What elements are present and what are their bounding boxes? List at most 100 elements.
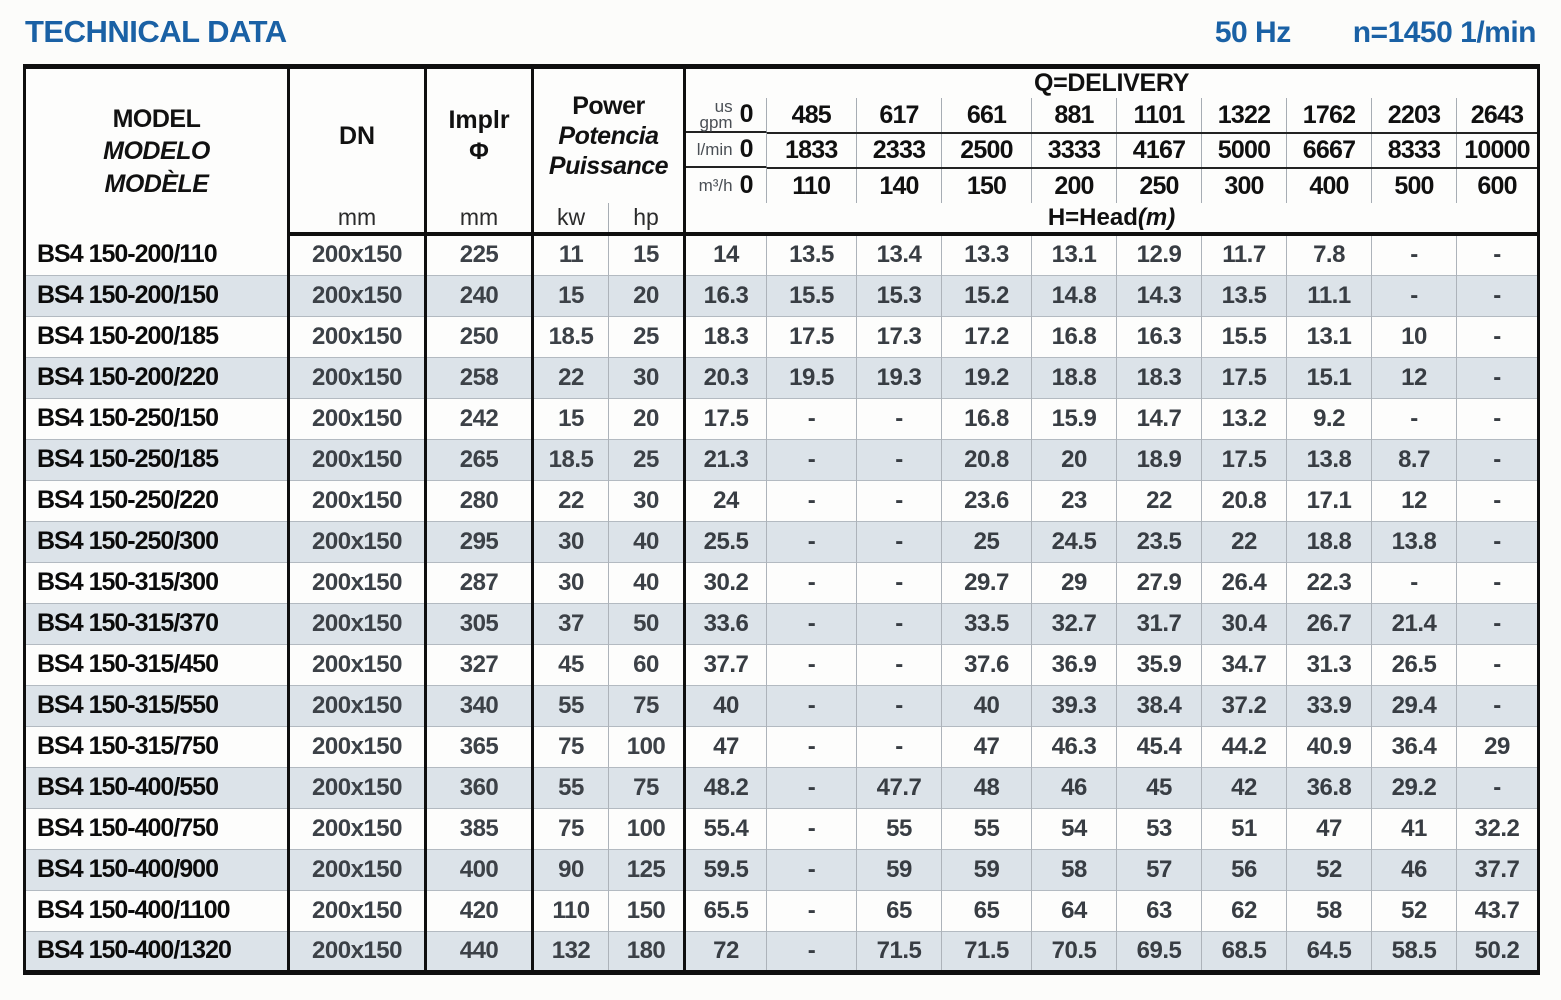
power-kw-cell: 55 <box>532 684 609 726</box>
head-value-cell: - <box>1456 766 1539 808</box>
head-value-cell: - <box>1456 684 1539 726</box>
head-value-cell: - <box>856 397 942 439</box>
head-value-cell: 47 <box>941 725 1032 767</box>
impeller-cell: 440 <box>425 930 534 972</box>
page-title: TECHNICAL DATA <box>25 14 287 49</box>
delivery-header-value: 2333 <box>856 133 942 169</box>
head-value-cell: - <box>856 602 942 644</box>
table-row: BS4 150-200/220 200x150 258 22 30 20.3 19.5 19.… <box>24 356 1539 398</box>
head-value-cell: 65 <box>941 889 1032 931</box>
power-hp-cell: 25 <box>608 438 686 480</box>
head-unit-label: (m) <box>1137 203 1176 231</box>
delivery-header-value: 0 <box>739 100 754 128</box>
head-value-cell: 24 <box>684 479 767 521</box>
head-value-cell: 15.2 <box>941 274 1032 316</box>
table-row: BS4 150-315/300 200x150 287 30 40 30.2- -29.7 2… <box>24 561 1539 603</box>
power-hp-cell: 40 <box>608 520 686 562</box>
head-value-cell: - <box>1456 602 1539 644</box>
head-value-cell: 39.3 <box>1031 684 1117 726</box>
head-value-cell: - <box>1456 479 1539 521</box>
head-value-cell: 31.3 <box>1286 643 1372 685</box>
dn-cell: 200x150 <box>288 561 427 603</box>
power-hp-unit-label: hp <box>608 203 686 236</box>
head-value-cell: 12 <box>1371 479 1457 521</box>
head-value-cell: 17.5 <box>766 315 857 357</box>
head-value-cell: 52 <box>1286 848 1372 890</box>
head-value-cell: 29.4 <box>1371 684 1457 726</box>
power-hp-cell: 100 <box>608 725 686 767</box>
head-value-cell: 26.4 <box>1201 561 1287 603</box>
head-value-cell: 14.8 <box>1031 274 1117 316</box>
head-value-cell: 37.6 <box>941 643 1032 685</box>
head-value-cell: - <box>1371 561 1457 603</box>
delivery-unit-label: m³/h <box>698 175 733 195</box>
table-row: BS4 150-400/550 200x150 360 55 75 48.2-47.7 48… <box>24 766 1539 808</box>
model-cell: BS4 150-250/185 <box>24 438 290 480</box>
head-value-cell: - <box>766 807 857 849</box>
head-value-cell: 54 <box>1031 807 1117 849</box>
dn-cell: 200x150 <box>288 930 427 972</box>
table-row: BS4 150-400/750 200x150 385 75 100 55.4-55 55 5… <box>24 807 1539 849</box>
dn-cell: 200x150 <box>288 848 427 890</box>
dn-cell: 200x150 <box>288 807 427 849</box>
table-body: BS4 150-200/110 200x150 225 11 15 14 13.5 13.4 1… <box>24 234 1539 972</box>
head-value-cell: 16.8 <box>941 397 1032 439</box>
head-value-cell: 27.9 <box>1116 561 1202 603</box>
head-value-cell: 63 <box>1116 889 1202 931</box>
technical-data-table: MODEL MODELO MODÈLE DN Implr Φ Power Pot… <box>23 64 1541 975</box>
head-value-cell: 12.9 <box>1116 234 1202 275</box>
head-value-cell: 13.8 <box>1371 520 1457 562</box>
table-row: BS4 150-250/220 200x150 280 22 30 24- -23.6 23 2… <box>24 479 1539 521</box>
delivery-header-value: 2643 <box>1456 98 1539 134</box>
head-value-cell: - <box>766 848 857 890</box>
impeller-unit-label: mm <box>425 203 534 236</box>
impeller-cell: 295 <box>425 520 534 562</box>
head-value-cell: 20.8 <box>1201 479 1287 521</box>
head-value-cell: 17.1 <box>1286 479 1372 521</box>
table-row: BS4 150-315/750 200x150 365 75 100 47- -47 46.3… <box>24 725 1539 767</box>
head-value-cell: 10 <box>1371 315 1457 357</box>
table-row: BS4 150-315/370 200x150 305 37 50 33.6- -33.5 3… <box>24 602 1539 644</box>
delivery-header-value: 2203 <box>1371 98 1457 134</box>
model-label-es: MODELO <box>103 137 210 166</box>
power-label-en: Power <box>572 92 645 120</box>
delivery-m3h-row: m³/h 0 110 140 150 200 250 300 400 500 600 <box>25 168 1539 203</box>
head-value-cell: 30.4 <box>1201 602 1287 644</box>
head-value-cell: - <box>856 479 942 521</box>
head-value-cell: 29.7 <box>941 561 1032 603</box>
delivery-header-value: 0 <box>739 171 754 199</box>
dn-cell: 200x150 <box>288 725 427 767</box>
head-value-cell: 37.7 <box>1456 848 1539 890</box>
title-bar: TECHNICAL DATA 50 Hz n=1450 1/min <box>25 14 1537 50</box>
head-value-cell: 7.8 <box>1286 234 1372 275</box>
delivery-header-value: 140 <box>856 168 942 203</box>
head-value-cell: 19.5 <box>766 356 857 398</box>
head-value-cell: 71.5 <box>856 930 942 972</box>
head-value-cell: 25.5 <box>684 520 767 562</box>
head-value-cell: 45 <box>1116 766 1202 808</box>
delivery-unit-label: us gpm <box>699 96 733 132</box>
power-kw-cell: 30 <box>532 561 609 603</box>
head-value-cell: 71.5 <box>941 930 1032 972</box>
delivery-header-value: 250 <box>1116 168 1202 203</box>
head-value-cell: 58 <box>1286 889 1372 931</box>
head-value-cell: 12 <box>1371 356 1457 398</box>
dn-cell: 200x150 <box>288 602 427 644</box>
head-value-cell: 18.8 <box>1286 520 1372 562</box>
head-value-cell: 35.9 <box>1116 643 1202 685</box>
head-value-cell: 50.2 <box>1456 930 1539 972</box>
dn-cell: 200x150 <box>288 479 427 521</box>
head-value-cell: - <box>856 520 942 562</box>
table-row: BS4 150-400/1100 200x150 420 110 150 65.5-65 6… <box>24 889 1539 931</box>
head-value-cell: 20 <box>1031 438 1117 480</box>
head-value-cell: 32.2 <box>1456 807 1539 849</box>
table-row: BS4 150-315/450 200x150 327 45 60 37.7- -37.6 3… <box>24 643 1539 685</box>
delivery-header-value: 617 <box>856 98 942 134</box>
head-label: H=Head <box>1047 203 1138 231</box>
power-kw-unit-label: kw <box>532 203 609 236</box>
head-value-cell: 15.5 <box>1201 315 1287 357</box>
head-value-cell: 69.5 <box>1116 930 1202 972</box>
head-value-cell: 15.1 <box>1286 356 1372 398</box>
head-value-cell: 47 <box>1286 807 1372 849</box>
